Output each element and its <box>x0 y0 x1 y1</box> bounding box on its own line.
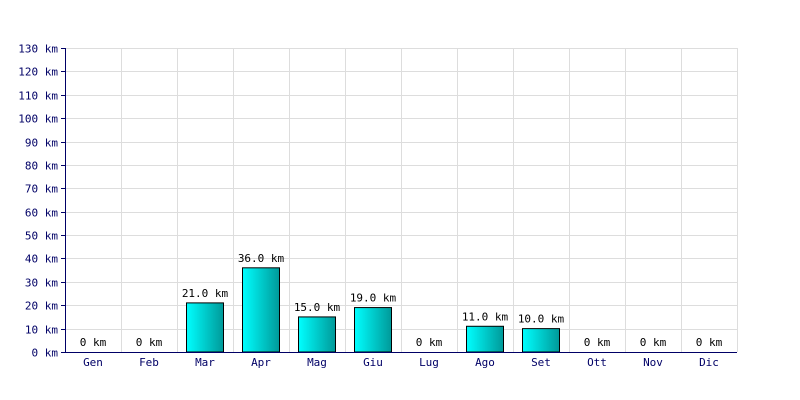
bar-giu <box>354 307 392 353</box>
y-tick-label: 0 km <box>32 347 59 360</box>
bar-set <box>522 328 560 353</box>
y-tick-label: 40 km <box>25 253 58 266</box>
x-tick-label-set: Set <box>531 356 551 369</box>
y-tick-label: 110 km <box>18 90 58 103</box>
x-tick-label-ott: Ott <box>587 356 607 369</box>
data-label-giu: 19.0 km <box>350 292 397 305</box>
y-tick-label: 100 km <box>18 113 58 126</box>
x-tick-label-apr: Apr <box>251 356 271 369</box>
bar-mar <box>186 302 224 353</box>
y-tick-label: 90 km <box>25 137 58 150</box>
labels: 0 km 10 km 20 km 30 km 40 km 50 km 60 km 70 km 8… <box>18 43 722 370</box>
data-label-nov: 0 km <box>640 336 667 349</box>
x-tick-label-feb: Feb <box>139 356 159 369</box>
y-tick-label: 60 km <box>25 207 58 220</box>
data-label-ott: 0 km <box>584 336 611 349</box>
data-label-gen: 0 km <box>80 336 107 349</box>
x-tick-label-dic: Dic <box>699 356 719 369</box>
y-tick-label: 10 km <box>25 324 58 337</box>
y-tick-label: 120 km <box>18 66 58 79</box>
x-tick-label-giu: Giu <box>363 356 383 369</box>
x-tick-label-mag: Mag <box>307 356 327 369</box>
data-label-mag: 15.0 km <box>294 301 341 314</box>
x-tick-label-lug: Lug <box>419 356 439 369</box>
x-tick-label-ago: Ago <box>475 356 495 369</box>
y-tick-label: 70 km <box>25 183 58 196</box>
bar-apr <box>242 267 280 353</box>
bar-ago <box>466 325 504 353</box>
y-tick-label: 20 km <box>25 300 58 313</box>
bar-mag <box>298 316 336 353</box>
grid <box>65 48 738 352</box>
x-tick-label-mar: Mar <box>195 356 215 369</box>
x-tick-label-nov: Nov <box>643 356 663 369</box>
data-label-apr: 36.0 km <box>238 252 285 265</box>
data-label-lug: 0 km <box>416 336 443 349</box>
x-tick-label-gen: Gen <box>83 356 103 369</box>
data-label-set: 10.0 km <box>518 313 565 326</box>
y-tick-label: 30 km <box>25 277 58 290</box>
data-label-mar: 21.0 km <box>182 287 229 300</box>
y-tick-label: 50 km <box>25 230 58 243</box>
y-tick-label: 80 km <box>25 160 58 173</box>
axes <box>61 48 737 353</box>
data-label-feb: 0 km <box>136 336 163 349</box>
data-label-ago: 11.0 km <box>462 310 509 323</box>
data-label-dic: 0 km <box>696 336 723 349</box>
y-tick-label: 130 km <box>18 43 58 56</box>
